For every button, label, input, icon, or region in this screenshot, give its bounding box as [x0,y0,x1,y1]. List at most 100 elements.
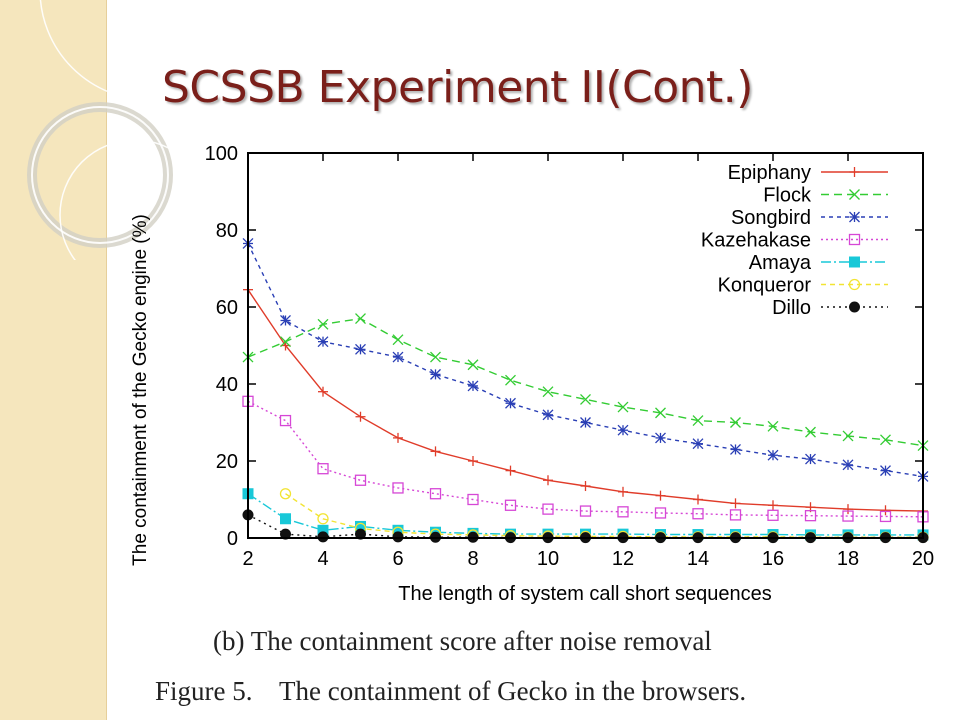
data-point-songbird [842,459,854,471]
data-point-songbird [430,368,441,380]
data-point-konqueror [279,488,292,500]
data-point-kazehakase [467,493,479,506]
data-point-songbird [505,397,516,409]
data-point-epiphany [843,504,853,515]
data-point-flock [467,359,479,371]
y-tick-label: 20 [216,451,238,473]
chart-caption: (b) The containment score after noise re… [213,626,712,656]
x-tick-label: 2 [242,548,253,570]
data-point-flock [767,420,779,432]
data-point-kazehakase [279,414,292,427]
legend-marker-epiphany [849,167,860,177]
legend-label-flock: Flock [763,185,812,207]
y-tick-label: 60 [216,297,238,319]
y-axis-label: The containment of the Gecko engine (%) [130,214,151,566]
data-point-epiphany [318,386,328,397]
data-point-epiphany [730,498,741,509]
x-tick-label: 4 [317,548,328,570]
data-point-epiphany [393,432,403,443]
x-tick-label: 20 [912,548,934,570]
figure-caption: Figure 5. The containment of Gecko in th… [155,676,747,706]
data-point-epiphany [505,465,516,476]
legend-marker-flock [849,189,860,200]
data-point-amaya [280,513,291,525]
data-point-songbird [542,409,554,421]
data-point-kazehakase [354,474,367,486]
legend-label-epiphany: Epiphany [728,162,811,184]
series-lines [247,243,924,539]
line-chart: The containment of the Gecko engine (%) … [130,143,934,605]
legend-marker-kazehakase [848,233,861,246]
data-point-flock [805,426,816,438]
x-tick-label: 8 [467,548,478,570]
series-line-songbird [247,243,924,478]
data-point-epiphany [430,446,441,457]
data-point-dillo [392,531,404,543]
legend-marker-konqueror [848,278,861,291]
plot-frame [247,152,924,539]
legend-label-konqueror: Konqueror [718,275,812,297]
data-point-epiphany [880,505,891,516]
data-point-epiphany [580,481,591,492]
data-point-epiphany [655,490,666,501]
decorative-rings [27,0,230,260]
data-point-kazehakase [842,510,854,522]
data-point-flock [355,313,366,325]
data-point-songbird [655,432,666,444]
data-point-kazehakase [392,482,404,494]
data-point-songbird [767,449,779,461]
data-point-flock [842,430,854,442]
data-point-songbird [392,351,404,363]
series-line-epiphany [247,289,924,512]
data-point-kazehakase [692,508,704,520]
legend-label-kazehakase: Kazehakase [701,230,811,252]
data-point-kazehakase [767,509,779,521]
data-point-flock [655,407,666,419]
x-tick-label: 18 [837,548,859,570]
data-point-kazehakase [504,499,517,511]
y-tick-label: 40 [216,374,238,396]
data-point-kazehakase [729,509,742,521]
data-point-flock [280,336,291,348]
data-point-konqueror [317,513,329,525]
data-point-dillo [280,528,291,540]
data-point-songbird [730,443,741,455]
x-tick-label: 6 [392,548,403,570]
data-point-songbird [880,465,891,477]
data-point-kazehakase [617,506,629,518]
slide-title: SCSSB Experiment II(Cont.) [162,62,753,113]
data-point-flock [392,334,404,346]
data-point-epiphany [693,494,703,505]
data-point-flock [430,351,441,363]
x-axis-label: The length of system call short sequence… [398,583,772,605]
legend-marker-songbird [849,211,860,223]
legend: EpiphanyFlockSongbirdKazehakaseAmayaKonq… [701,162,888,319]
data-point-songbird [805,453,816,465]
data-point-kazehakase [804,510,817,522]
data-point-flock [542,386,554,398]
y-tick-label: 100 [205,143,238,165]
data-point-songbird [580,417,591,428]
data-point-flock [880,434,891,446]
data-point-flock [580,393,591,405]
data-point-songbird [280,315,291,326]
data-point-dillo [355,528,366,540]
data-point-songbird [692,438,704,450]
x-tick-label: 14 [687,548,709,570]
data-point-songbird [317,336,329,348]
y-tick-label: 80 [216,220,238,242]
legend-label-dillo: Dillo [772,297,811,319]
legend-marker-dillo [849,301,860,313]
data-point-epiphany [768,500,778,511]
legend-marker-amaya [849,256,860,268]
legend-label-songbird: Songbird [731,207,811,229]
data-point-flock [617,401,629,413]
data-point-kazehakase [429,488,442,500]
data-point-flock [730,417,741,428]
data-point-flock [317,318,329,330]
data-point-songbird [467,380,479,392]
data-point-flock [505,374,516,386]
data-point-kazehakase [654,507,667,519]
data-point-kazehakase [879,510,892,523]
x-tick-label: 10 [537,548,559,570]
